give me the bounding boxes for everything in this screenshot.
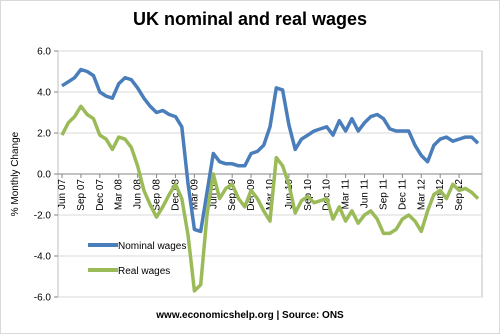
y-tick-label: 2.0 bbox=[37, 129, 51, 140]
line-series bbox=[60, 104, 480, 293]
x-tick-label: Sep 10 bbox=[303, 179, 314, 211]
legend-label: Nominal wages bbox=[118, 241, 186, 252]
x-tick-label: Jun 07 bbox=[57, 179, 68, 209]
y-tick-label: -4.0 bbox=[34, 252, 52, 263]
x-tick-label: Jun 08 bbox=[133, 179, 144, 209]
y-axis-label: % Monthly Change bbox=[10, 131, 21, 216]
x-tick-label: Sep 08 bbox=[152, 179, 163, 211]
x-tick-label: Jun 09 bbox=[208, 179, 219, 209]
x-tick-label: Mar 10 bbox=[265, 179, 276, 211]
x-tick-label: Sep 11 bbox=[378, 179, 389, 210]
y-tick-label: 0.0 bbox=[37, 170, 51, 181]
y-tick-label: -6.0 bbox=[34, 293, 52, 304]
footer: www.economicshelp.org | Source: ONS bbox=[155, 310, 344, 321]
legend-label: Real wages bbox=[118, 266, 170, 277]
x-tick-label: Mar 08 bbox=[114, 179, 125, 211]
x-tick-label: Dec 07 bbox=[95, 179, 106, 211]
x-tick-label: Dec 08 bbox=[170, 179, 181, 211]
y-tick-label: 4.0 bbox=[37, 88, 51, 99]
x-tick-label: Sep 09 bbox=[227, 179, 238, 211]
y-tick-label: -2.0 bbox=[34, 211, 52, 222]
x-tick-label: Jun 11 bbox=[360, 179, 371, 209]
x-tick-label: Mar 12 bbox=[416, 179, 427, 211]
x-tick-label: Dec 09 bbox=[246, 179, 257, 211]
x-tick-label: Mar 11 bbox=[341, 179, 352, 210]
line-series bbox=[61, 67, 480, 234]
x-tick-label: Dec 11 bbox=[397, 179, 408, 210]
x-tick-label: Sep 07 bbox=[76, 179, 87, 211]
chart-title: UK nominal and real wages bbox=[133, 9, 367, 29]
x-tick-label: Mar 09 bbox=[189, 179, 200, 211]
x-tick-label: Dec 10 bbox=[322, 179, 333, 211]
y-tick-label: 6.0 bbox=[37, 47, 51, 58]
x-tick-label: Sep 12 bbox=[454, 179, 465, 211]
